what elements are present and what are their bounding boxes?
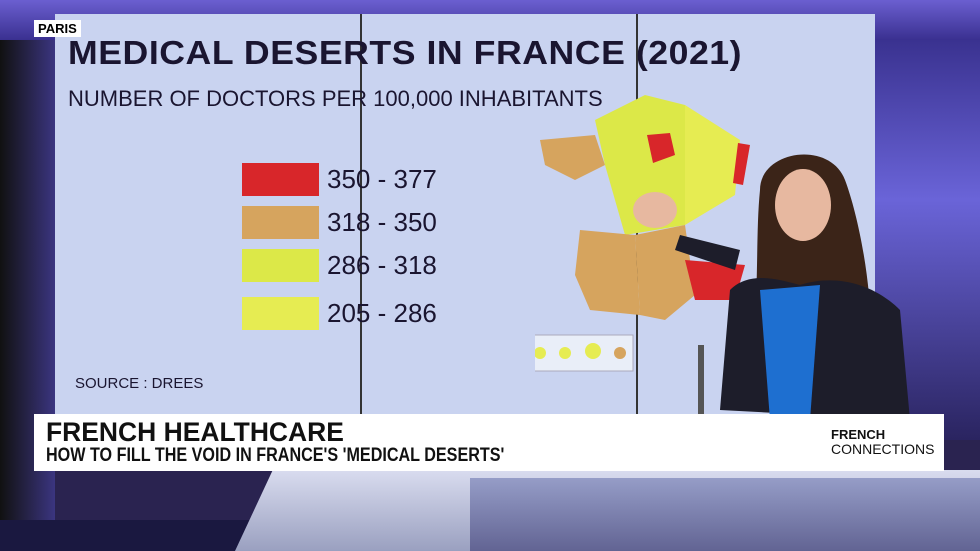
region-alsace <box>733 143 750 185</box>
chart-source: SOURCE : DREES <box>75 375 204 392</box>
legend-item: 205 - 286 <box>242 297 437 330</box>
chart-title: MEDICAL DESERTS IN FRANCE (2021) <box>68 34 743 71</box>
legend-swatch <box>242 297 319 330</box>
legend-label: 350 - 377 <box>327 164 437 194</box>
legend-label: 205 - 286 <box>327 298 437 328</box>
lower-third-title: FRENCH HEALTHCARE <box>46 417 344 447</box>
legend-item: 318 - 350 <box>242 206 437 239</box>
region-paris <box>647 133 675 163</box>
legend-swatch <box>242 249 319 282</box>
location-badge: PARIS <box>34 20 81 37</box>
lower-third: FRENCH HEALTHCARE HOW TO FILL THE VOID I… <box>34 414 944 471</box>
chart-subtitle: NUMBER OF DOCTORS PER 100,000 INHABITANT… <box>68 86 603 111</box>
screen-seam <box>360 14 362 414</box>
legend-swatch <box>242 163 319 196</box>
show-logo: FRENCH CONNECTIONS <box>831 427 934 457</box>
show-logo-line2: CONNECTIONS <box>831 441 935 457</box>
show-logo-line1: FRENCH <box>831 427 886 442</box>
region-southwest <box>575 230 640 315</box>
region-north-center <box>595 95 705 235</box>
legend-item: 350 - 377 <box>242 163 437 196</box>
desk-reflection <box>470 478 980 551</box>
legend-item: 286 - 318 <box>242 249 437 282</box>
presenter <box>633 154 910 420</box>
region-west <box>540 135 605 180</box>
lower-third-subtitle: HOW TO FILL THE VOID IN FRANCE'S 'MEDICA… <box>46 445 505 466</box>
legend-label: 318 - 350 <box>327 207 437 237</box>
legend-label: 286 - 318 <box>327 250 437 280</box>
region-east <box>685 105 740 225</box>
legend-swatch <box>242 206 319 239</box>
